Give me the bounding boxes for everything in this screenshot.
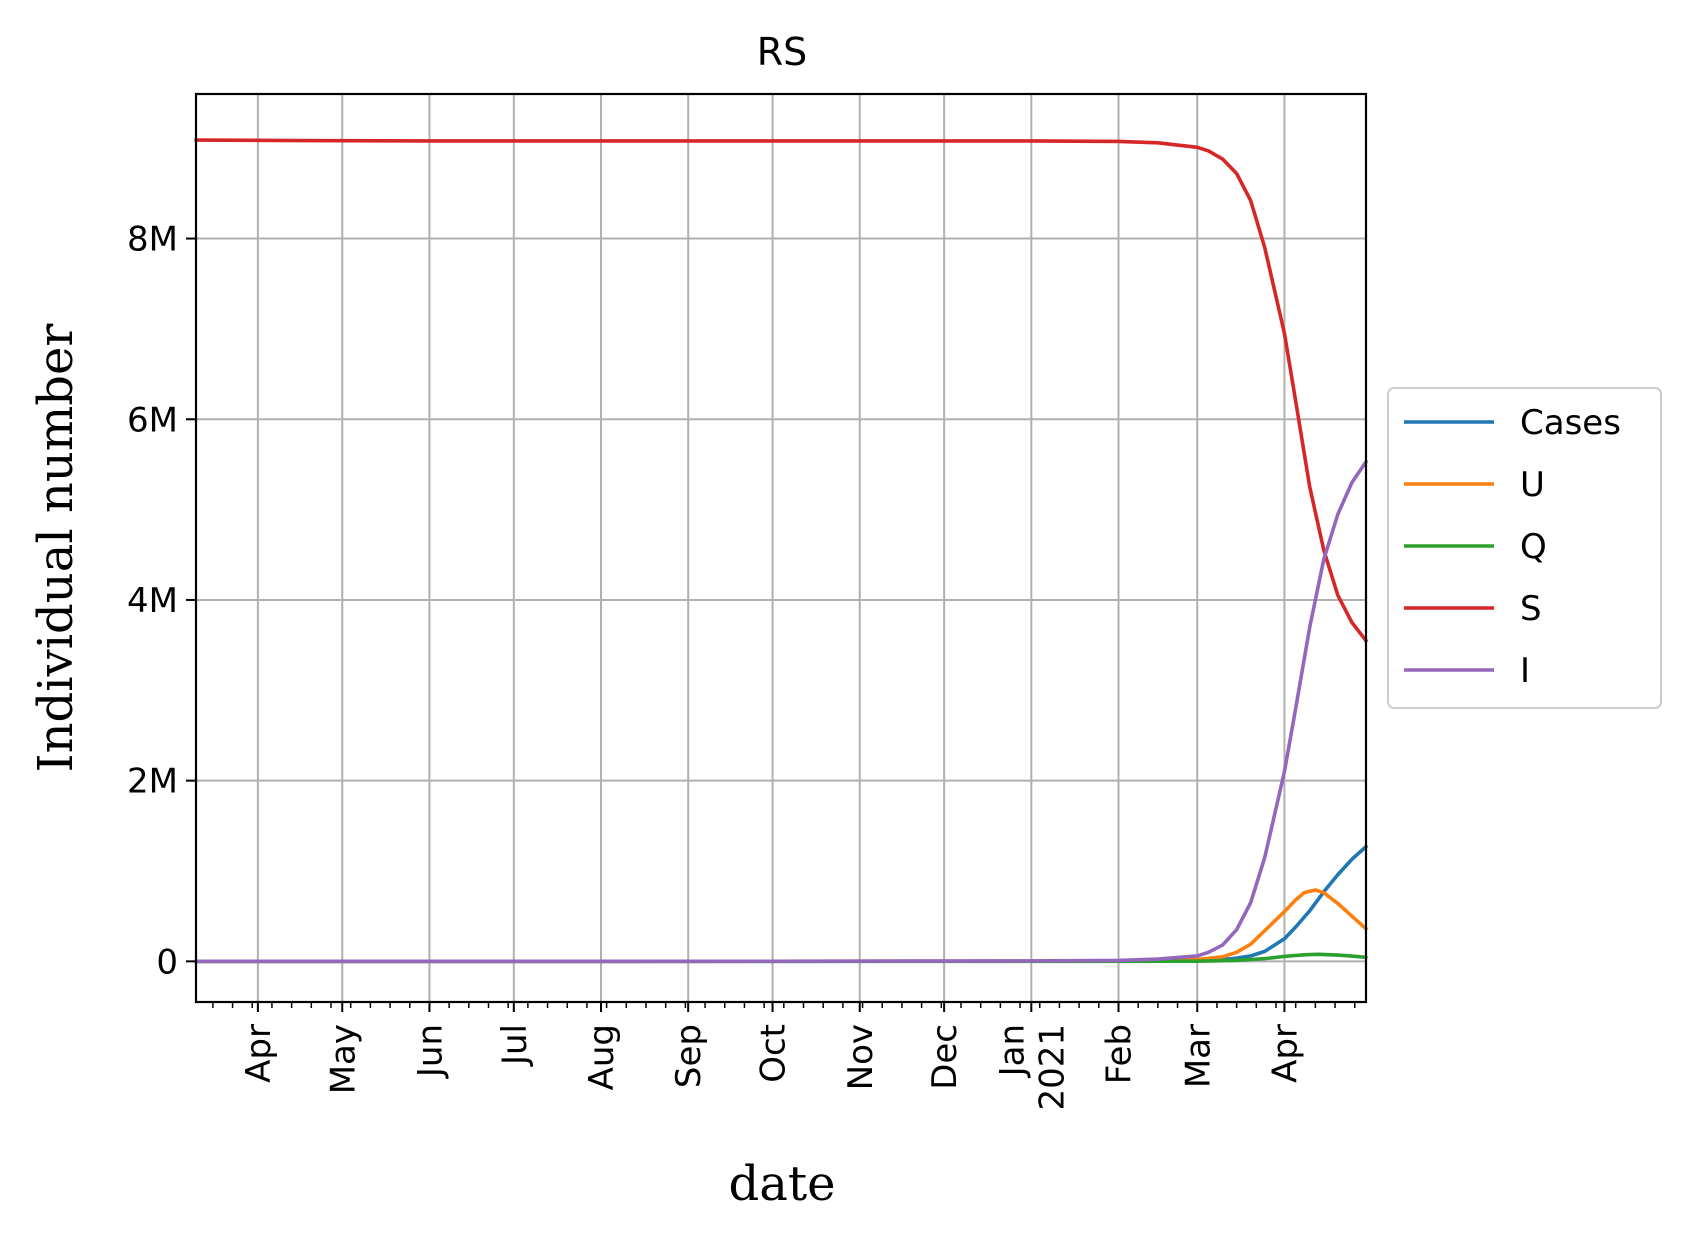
x-axis: Apr May Jun Jul Aug Sep Oct Nov Dec Jan 2021 Feb Mar…: [212, 1002, 1356, 1111]
plot-frame: [194, 92, 1368, 1004]
series-line-s: [194, 138, 1368, 643]
series-layer: [194, 138, 1368, 964]
x-tick-label-group: Jan 2021: [992, 1024, 1072, 1111]
x-tick-label: Jul: [495, 1024, 535, 1067]
x-tick-label: Sep: [669, 1024, 709, 1088]
series-line-q: [194, 952, 1368, 964]
x-tick-label-group: Feb: [1100, 1024, 1140, 1084]
x-tick-label: Feb: [1100, 1024, 1140, 1084]
legend-label: S: [1520, 589, 1542, 629]
x-axis-label: date: [728, 1156, 835, 1212]
x-tick-label-group: Apr: [1265, 1024, 1305, 1083]
legend-label: Q: [1520, 527, 1547, 567]
series-line-u: [194, 888, 1368, 964]
x-tick-label-group: Dec: [925, 1024, 965, 1090]
legend-label: I: [1520, 651, 1530, 691]
x-tick-label-group: Sep: [669, 1024, 709, 1088]
x-tick-label: Jun: [410, 1024, 450, 1079]
legend-box: [1387, 387, 1662, 709]
x-tick-label: Oct: [754, 1024, 794, 1083]
x-tick-label: Jan: [992, 1024, 1032, 1078]
y-tick-label: 6M: [127, 400, 178, 440]
x-tick-label-group: Mar: [1178, 1024, 1218, 1088]
x-tick-label-group: Jun: [410, 1024, 450, 1079]
x-tick-label-group: Jul: [495, 1024, 535, 1067]
y-tick-label: 0: [156, 942, 178, 982]
x-tick-label: 2021: [1032, 1024, 1072, 1111]
y-axis: 0 2M 4M 6M 8M: [127, 220, 196, 982]
x-tick-label-group: Apr: [239, 1024, 279, 1083]
x-tick-label: Mar: [1178, 1024, 1218, 1088]
x-tick-label: Aug: [582, 1024, 622, 1090]
x-tick-label: May: [323, 1024, 363, 1094]
chart-title: RS: [757, 30, 808, 74]
x-tick-label-group: May: [323, 1024, 363, 1094]
x-tick-label: Nov: [841, 1024, 881, 1090]
y-tick-label: 4M: [127, 581, 178, 621]
y-tick-label: 2M: [127, 762, 178, 802]
series-line-i: [194, 459, 1368, 964]
x-tick-label-group: Oct: [754, 1024, 794, 1083]
series-line-cases: [194, 844, 1368, 964]
x-tick-label-group: Aug: [582, 1024, 622, 1090]
y-tick-label: 8M: [127, 220, 178, 260]
x-tick-label: Apr: [239, 1024, 279, 1083]
grid: [196, 94, 1366, 1002]
x-tick-label-group: Nov: [841, 1024, 881, 1090]
legend-label: Cases: [1520, 403, 1621, 443]
x-tick-label: Dec: [925, 1024, 965, 1090]
legend-label: U: [1520, 465, 1545, 505]
x-tick-label: Apr: [1265, 1024, 1305, 1083]
y-axis-label: Individual number: [28, 324, 84, 773]
